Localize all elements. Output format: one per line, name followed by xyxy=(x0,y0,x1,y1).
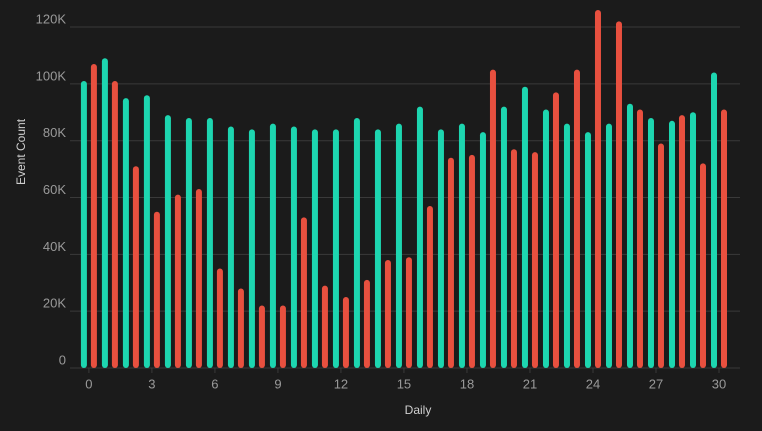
bar xyxy=(342,296,349,368)
bar xyxy=(416,106,423,368)
bar xyxy=(279,305,286,368)
bar xyxy=(216,268,223,368)
bar xyxy=(237,288,244,368)
bar xyxy=(321,285,328,368)
y-axis-label: Event Count xyxy=(14,118,28,185)
x-tick-label: 9 xyxy=(274,376,281,391)
x-tick-label: 12 xyxy=(334,376,348,391)
bar xyxy=(510,149,517,368)
x-axis-label: Daily xyxy=(405,403,432,417)
bar xyxy=(447,157,454,368)
bar xyxy=(500,106,507,368)
bar xyxy=(353,117,360,368)
bar xyxy=(573,69,580,369)
bar xyxy=(594,10,601,368)
x-tick-label: 18 xyxy=(460,376,474,391)
y-tick-label: 20K xyxy=(43,296,66,311)
bar xyxy=(195,189,202,368)
bar xyxy=(206,117,213,368)
bar xyxy=(132,166,139,368)
y-tick-label: 0 xyxy=(59,352,66,367)
bar xyxy=(657,143,664,368)
bar xyxy=(332,129,339,368)
x-tick-label: 21 xyxy=(523,376,537,391)
bar xyxy=(437,129,444,368)
y-tick-label: 40K xyxy=(43,239,66,254)
bar xyxy=(143,95,150,368)
bar xyxy=(563,123,570,369)
bar xyxy=(426,206,433,368)
y-tick-label: 80K xyxy=(43,125,66,140)
bar xyxy=(678,115,685,368)
bar xyxy=(80,81,87,369)
bar xyxy=(101,58,108,369)
x-tick-label: 15 xyxy=(397,376,411,391)
bar xyxy=(374,129,381,368)
bar xyxy=(636,109,643,368)
bar xyxy=(164,115,171,368)
bar xyxy=(153,211,160,368)
bar xyxy=(269,123,276,369)
bar xyxy=(395,123,402,369)
x-tick-label: 3 xyxy=(148,376,155,391)
bar xyxy=(405,257,412,368)
bar xyxy=(626,103,633,368)
bar xyxy=(699,163,706,368)
bar xyxy=(668,120,675,368)
bar xyxy=(605,123,612,369)
x-tick-label: 0 xyxy=(85,376,92,391)
bar xyxy=(710,72,717,368)
bar xyxy=(647,117,654,368)
bar xyxy=(185,117,192,368)
bar xyxy=(689,112,696,369)
bar xyxy=(531,152,538,368)
bar xyxy=(122,98,129,368)
x-tick-label: 27 xyxy=(649,376,663,391)
bar xyxy=(174,194,181,368)
bar xyxy=(552,92,559,369)
y-tick-label: 60K xyxy=(43,182,66,197)
bar xyxy=(584,132,591,368)
bar xyxy=(311,129,318,368)
y-tick-label: 100K xyxy=(36,68,67,83)
bar xyxy=(468,154,475,368)
bar xyxy=(363,279,370,368)
bar xyxy=(720,109,727,368)
bar xyxy=(521,86,528,368)
bar xyxy=(615,21,622,368)
bar xyxy=(248,129,255,368)
bar xyxy=(227,126,234,368)
bar xyxy=(300,217,307,368)
bar xyxy=(479,132,486,368)
bar xyxy=(111,81,118,369)
x-tick-label: 24 xyxy=(586,376,600,391)
bar xyxy=(90,63,97,368)
x-tick-label: 30 xyxy=(712,376,726,391)
bar xyxy=(542,109,549,368)
bar xyxy=(290,126,297,368)
bar xyxy=(258,305,265,368)
y-tick-label: 120K xyxy=(36,11,67,26)
bar xyxy=(458,123,465,369)
x-tick-label: 6 xyxy=(211,376,218,391)
bar xyxy=(384,260,391,368)
bar xyxy=(489,69,496,369)
